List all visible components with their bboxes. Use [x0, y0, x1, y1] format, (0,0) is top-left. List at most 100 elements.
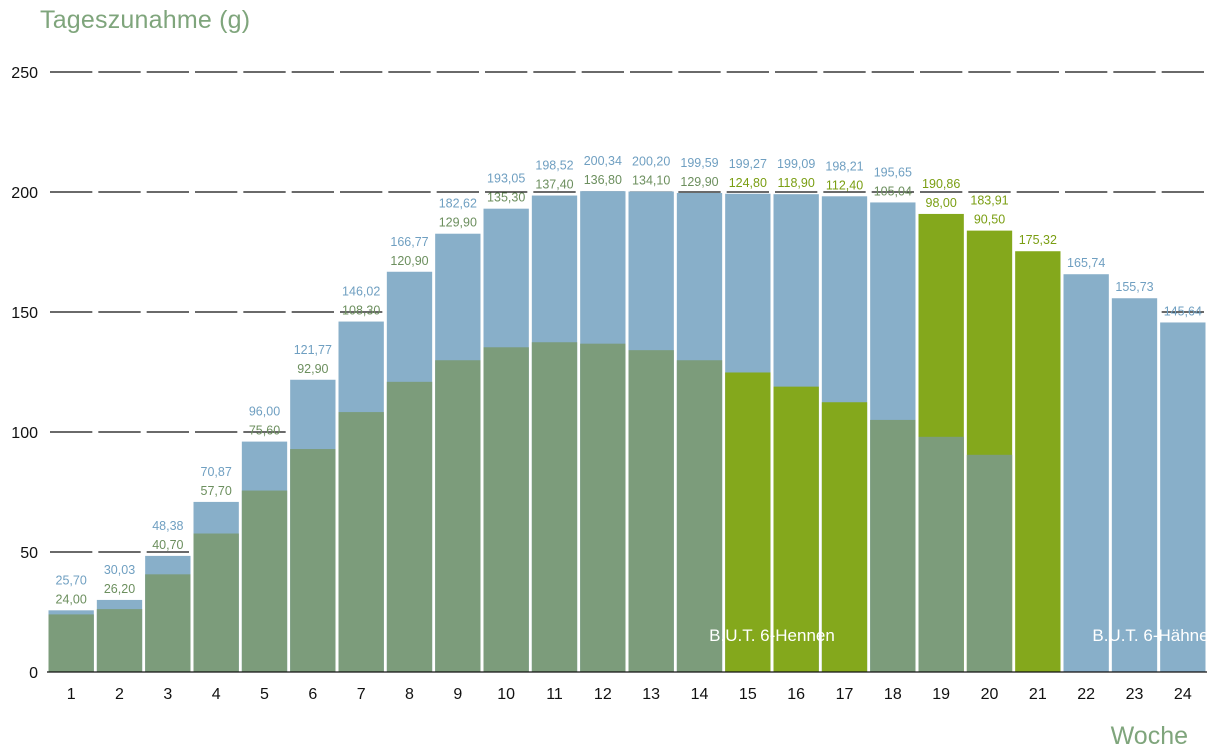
data-label-top: 70,87	[201, 465, 232, 479]
bar-hens	[290, 449, 336, 672]
data-label-top: 190,86	[922, 177, 960, 191]
data-label-lower: 105,04	[874, 184, 912, 198]
bar-hens	[580, 343, 626, 672]
data-label-lower: 124,80	[729, 176, 767, 190]
data-label-top: 166,77	[390, 235, 428, 249]
data-label-lower: 135,30	[487, 191, 525, 205]
y-tick-label: 150	[11, 305, 38, 322]
data-label-lower: 118,90	[778, 176, 815, 190]
data-label-lower: 108,30	[342, 304, 380, 318]
bars	[48, 191, 1206, 672]
bar-males	[1160, 322, 1206, 672]
bar-hens	[338, 412, 384, 672]
x-tick-label: 22	[1077, 686, 1095, 703]
data-label-lower: 98,00	[926, 196, 957, 210]
x-tick-label: 2	[115, 686, 124, 703]
x-tick-label: 12	[594, 686, 612, 703]
bar-hens	[48, 614, 94, 672]
x-tick-label: 17	[836, 686, 854, 703]
x-tick-label: 5	[260, 686, 269, 703]
data-label-top: 25,70	[56, 573, 87, 587]
bar-hens	[628, 350, 674, 672]
data-label-lower: 90,50	[974, 213, 1005, 227]
bar-males	[1063, 274, 1109, 672]
x-tick-label: 18	[884, 686, 902, 703]
data-label-top: 146,02	[342, 285, 380, 299]
x-tick-label: 8	[405, 686, 414, 703]
x-tick-label: 10	[497, 686, 515, 703]
bar-hens	[870, 419, 916, 672]
x-tick-label: 21	[1029, 686, 1047, 703]
bar-hens	[435, 360, 481, 672]
x-tick-label: 20	[981, 686, 999, 703]
bar-hens-solo	[1015, 251, 1061, 672]
data-label-lower: 92,90	[297, 362, 328, 376]
x-tick-label: 3	[163, 686, 172, 703]
bar-hens	[966, 454, 1013, 672]
data-label-top: 182,62	[439, 197, 477, 211]
y-tick-label: 0	[29, 665, 38, 682]
bar-hens	[918, 436, 964, 672]
y-tick-label: 50	[20, 545, 38, 562]
data-label-lower: 75,60	[249, 424, 280, 438]
x-tick-label: 16	[787, 686, 805, 703]
x-tick-label: 15	[739, 686, 757, 703]
data-label-top: 195,65	[874, 165, 912, 179]
bar-hens	[193, 533, 239, 672]
data-label-lower: 26,20	[104, 582, 135, 596]
data-label-top: 199,27	[729, 157, 767, 171]
data-label-lower: 129,90	[439, 216, 477, 230]
data-label-top: 165,74	[1067, 256, 1105, 270]
data-label-top: 198,21	[825, 159, 863, 173]
bar-hens	[386, 381, 433, 672]
data-label-lower: 137,40	[535, 178, 573, 192]
data-label-lower: 129,90	[680, 175, 718, 189]
data-label-lower: 134,10	[632, 174, 670, 188]
data-label-top: 198,52	[535, 159, 573, 173]
data-label-top: 48,38	[152, 519, 183, 533]
data-label-lower: 112,40	[826, 178, 863, 192]
x-tick-label: 24	[1174, 686, 1192, 703]
data-label-top: 145,64	[1164, 304, 1202, 318]
data-label-top: 200,34	[584, 154, 622, 168]
x-tick-label: 6	[308, 686, 317, 703]
x-tick-label: 13	[642, 686, 660, 703]
data-label-lower: 136,80	[584, 173, 622, 187]
data-label-top: 121,77	[294, 343, 332, 357]
bar-hens	[773, 386, 819, 672]
x-tick-label: 9	[453, 686, 462, 703]
data-label-top: 155,73	[1115, 280, 1153, 294]
legend-males-label: B.U.T. 6-Hähne	[1092, 626, 1208, 645]
bar-hens	[676, 360, 723, 672]
x-tick-label: 4	[212, 686, 221, 703]
bar-hens	[241, 490, 288, 672]
bar-hens	[483, 347, 529, 672]
data-label-top: 200,20	[632, 155, 670, 169]
data-label-top: 30,03	[104, 563, 135, 577]
y-axis-title: Tageszunahme (g)	[40, 6, 251, 34]
y-tick-label: 200	[11, 185, 38, 202]
bar-hens	[725, 372, 771, 672]
value-labels: 25,70 24,00 30,03 26,20 48,38 40,70 70,87 57,70…	[56, 154, 1202, 606]
x-axis-title: Woche	[1110, 722, 1188, 750]
data-label-lower: 120,90	[390, 254, 428, 268]
data-label-lower: 40,70	[152, 538, 183, 552]
y-tick-label: 100	[11, 425, 38, 442]
bar-males	[1111, 298, 1158, 672]
data-label-lower: 57,70	[201, 484, 232, 498]
data-label-top: 199,09	[777, 157, 815, 171]
y-tick-label: 250	[11, 65, 38, 82]
data-label-lower: 24,00	[56, 592, 87, 606]
x-tick-label: 19	[932, 686, 950, 703]
legend: B.U.T. 6-Hennen B.U.T. 6-Hähne	[709, 626, 1208, 645]
x-tick-label: 1	[67, 686, 76, 703]
bar-hens	[96, 609, 143, 672]
x-tick-label: 23	[1126, 686, 1144, 703]
data-label-top: 96,00	[249, 405, 280, 419]
data-label-top: 199,59	[680, 156, 718, 170]
bar-hens	[531, 342, 578, 672]
x-tick-label: 14	[691, 686, 709, 703]
data-label-top: 193,05	[487, 172, 525, 186]
